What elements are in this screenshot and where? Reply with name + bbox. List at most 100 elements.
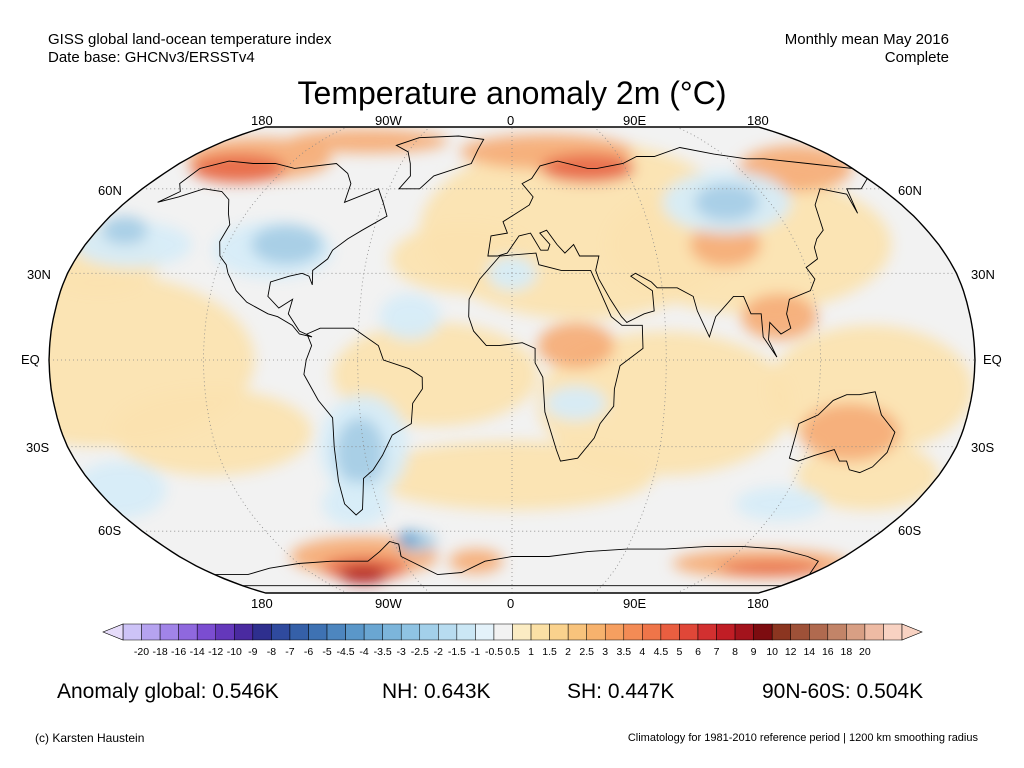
lon-label-top-0: 0: [507, 114, 514, 128]
anomaly-region-warm-strong: [191, 154, 286, 183]
colorbar-tick-label: 10: [766, 646, 778, 658]
colorbar-swatch: [772, 624, 791, 640]
colorbar-swatch: [234, 624, 253, 640]
stat-polar-anomaly: 90N-60S: 0.504K: [762, 680, 923, 704]
lon-label-bottom-0: 0: [507, 597, 514, 611]
colorbar-right-arrow: [902, 624, 922, 640]
colorbar-swatch: [513, 624, 532, 640]
colorbar-swatch: [290, 624, 309, 640]
colorbar-tick-label: 12: [785, 646, 797, 658]
anomaly-region-cool-mid: [695, 184, 759, 221]
stat-sh-anomaly: SH: 0.447K: [567, 680, 674, 704]
colorbar-tick-label: 7: [714, 646, 720, 658]
anomaly-region-cool-light: [380, 294, 441, 340]
colorbar-tick-label: -9: [248, 646, 257, 658]
colorbar-swatch: [587, 624, 606, 640]
colorbar-tick-label: 4.5: [654, 646, 669, 658]
colorbar-swatch: [717, 624, 736, 640]
colorbar-tick-label: -8: [267, 646, 276, 658]
lat-label-left-60s: 60S: [98, 524, 121, 538]
colorbar-tick-label: -4.5: [337, 646, 355, 658]
colorbar-swatch: [179, 624, 198, 640]
colorbar-tick-label: -1.5: [448, 646, 466, 658]
colorbar-tick-label: -6: [304, 646, 313, 658]
anomaly-region-cool-mid: [251, 225, 322, 265]
colorbar-tick-label: -0.5: [485, 646, 503, 658]
colorbar-swatch: [271, 624, 290, 640]
lat-label-right-30s: 30S: [971, 441, 994, 455]
colorbar-tick-label: 1: [528, 646, 534, 658]
colorbar-swatch: [642, 624, 661, 640]
colorbar-swatch: [846, 624, 865, 640]
lat-label-left-eq: EQ: [21, 353, 40, 367]
lat-label-right-30n: 30N: [971, 268, 995, 282]
colorbar-swatch: [383, 624, 402, 640]
lon-label-top-180e: 180: [747, 114, 769, 128]
colorbar-tick-label: 20: [859, 646, 871, 658]
colorbar-tick-label: 9: [751, 646, 757, 658]
colorbar-swatch: [457, 624, 476, 640]
credit-text: (c) Karsten Haustein: [35, 731, 144, 745]
colorbar-tick-label: 3: [602, 646, 608, 658]
colorbar-swatch: [754, 624, 773, 640]
colorbar-tick-label: -10: [227, 646, 242, 658]
colorbar-tick-label: -18: [153, 646, 168, 658]
colorbar-tick-label: -3.5: [374, 646, 392, 658]
temperature-anomaly-map: [0, 0, 1024, 620]
colorbar-tick-label: 4: [639, 646, 645, 658]
colorbar-swatch: [438, 624, 457, 640]
lon-label-bottom-90e: 90E: [623, 597, 646, 611]
anomaly-region-warm-mid: [800, 403, 900, 461]
colorbar-swatch: [420, 624, 439, 640]
colorbar-tick-labels: -20 -18 -16 -14 -12 -10 -9 -8 -7 -6 -5 -4.5 -4 -3.5 -3…: [134, 646, 871, 658]
colorbar-swatch: [494, 624, 513, 640]
lat-label-right-eq: EQ: [983, 353, 1002, 367]
colorbar-left-arrow: [103, 624, 123, 640]
colorbar-swatch: [308, 624, 327, 640]
lat-label-right-60s: 60S: [898, 524, 921, 538]
anomaly-field: [0, 100, 1024, 620]
colorbar-swatch: [809, 624, 828, 640]
stat-nh-anomaly: NH: 0.643K: [382, 680, 491, 704]
colorbar-tick-label: 1.5: [542, 646, 557, 658]
anomaly-region-warm-strong: [720, 561, 824, 575]
colorbar-tick-label: -3: [397, 646, 406, 658]
stat-global-anomaly: Anomaly global: 0.546K: [57, 680, 279, 704]
colorbar-swatches: [103, 624, 922, 640]
colorbar-swatch: [791, 624, 810, 640]
colorbar-swatch: [679, 624, 698, 640]
colorbar-swatch: [346, 624, 365, 640]
anomaly-region-cool-mid: [102, 216, 148, 244]
colorbar-tick-label: 2: [565, 646, 571, 658]
lat-label-right-60n: 60N: [898, 184, 922, 198]
climatology-note: Climatology for 1981-2010 reference peri…: [628, 732, 978, 744]
colorbar-swatch: [550, 624, 569, 640]
colorbar-swatch: [735, 624, 754, 640]
colorbar-tick-label: 3.5: [616, 646, 631, 658]
colorbar-tick-label: -1: [471, 646, 480, 658]
lon-label-bottom-180e: 180: [747, 597, 769, 611]
lon-label-bottom-180w: 180: [251, 597, 273, 611]
colorbar-tick-label: -14: [190, 646, 205, 658]
colorbar-swatch: [568, 624, 587, 640]
colorbar-swatch: [253, 624, 272, 640]
colorbar-swatch: [475, 624, 494, 640]
colorbar-swatch: [401, 624, 420, 640]
colorbar-swatch: [142, 624, 161, 640]
colorbar-tick-label: -5: [322, 646, 331, 658]
colorbar-tick-label: -4: [359, 646, 368, 658]
colorbar-swatch: [531, 624, 550, 640]
colorbar-tick-label: -7: [285, 646, 294, 658]
colorbar-swatch: [698, 624, 717, 640]
lon-label-top-90e: 90E: [623, 114, 646, 128]
colorbar-tick-label: 18: [841, 646, 853, 658]
colorbar-swatch: [883, 624, 902, 640]
lat-label-left-60n: 60N: [98, 184, 122, 198]
colorbar-swatch: [160, 624, 179, 640]
colorbar-tick-label: -20: [134, 646, 149, 658]
anomaly-region-cool-light: [74, 461, 166, 518]
anomaly-region-warm-extreme: [339, 566, 389, 583]
anomaly-region-warm-light: [370, 441, 654, 510]
colorbar-swatch: [364, 624, 383, 640]
colorbar-tick-label: 16: [822, 646, 834, 658]
